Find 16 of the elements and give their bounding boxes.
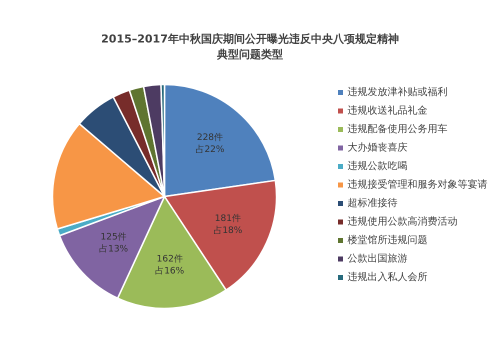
- legend-label: 大办婚丧喜庆: [348, 142, 408, 154]
- legend-label: 公款出国旅游: [348, 252, 408, 264]
- legend-label: 违规公款吃喝: [348, 160, 408, 172]
- data-label: 162件占16%: [155, 254, 185, 277]
- legend-label: 违规出入私人会所: [348, 271, 428, 283]
- chart-title: 2015–2017年中秋国庆期间公开曝光违反中央八项规定精神典型问题类型: [101, 32, 399, 62]
- legend-label: 违规接受管理和服务对象等宴请: [348, 178, 488, 190]
- data-label: 228件占22%: [195, 132, 225, 155]
- legend-label: 违规发放津补贴或福利: [348, 86, 448, 98]
- legend-label: 违规使用公款高消费活动: [348, 216, 458, 228]
- legend-label: 违规配备使用公务用车: [348, 123, 448, 135]
- legend-label: 超标准接待: [348, 197, 398, 209]
- data-label: 181件占18%: [213, 212, 243, 236]
- legend-label: 违规收送礼品礼金: [348, 104, 428, 116]
- data-label: 125件占13%: [99, 232, 129, 255]
- legend-label: 楼堂馆所违规问题: [348, 234, 428, 246]
